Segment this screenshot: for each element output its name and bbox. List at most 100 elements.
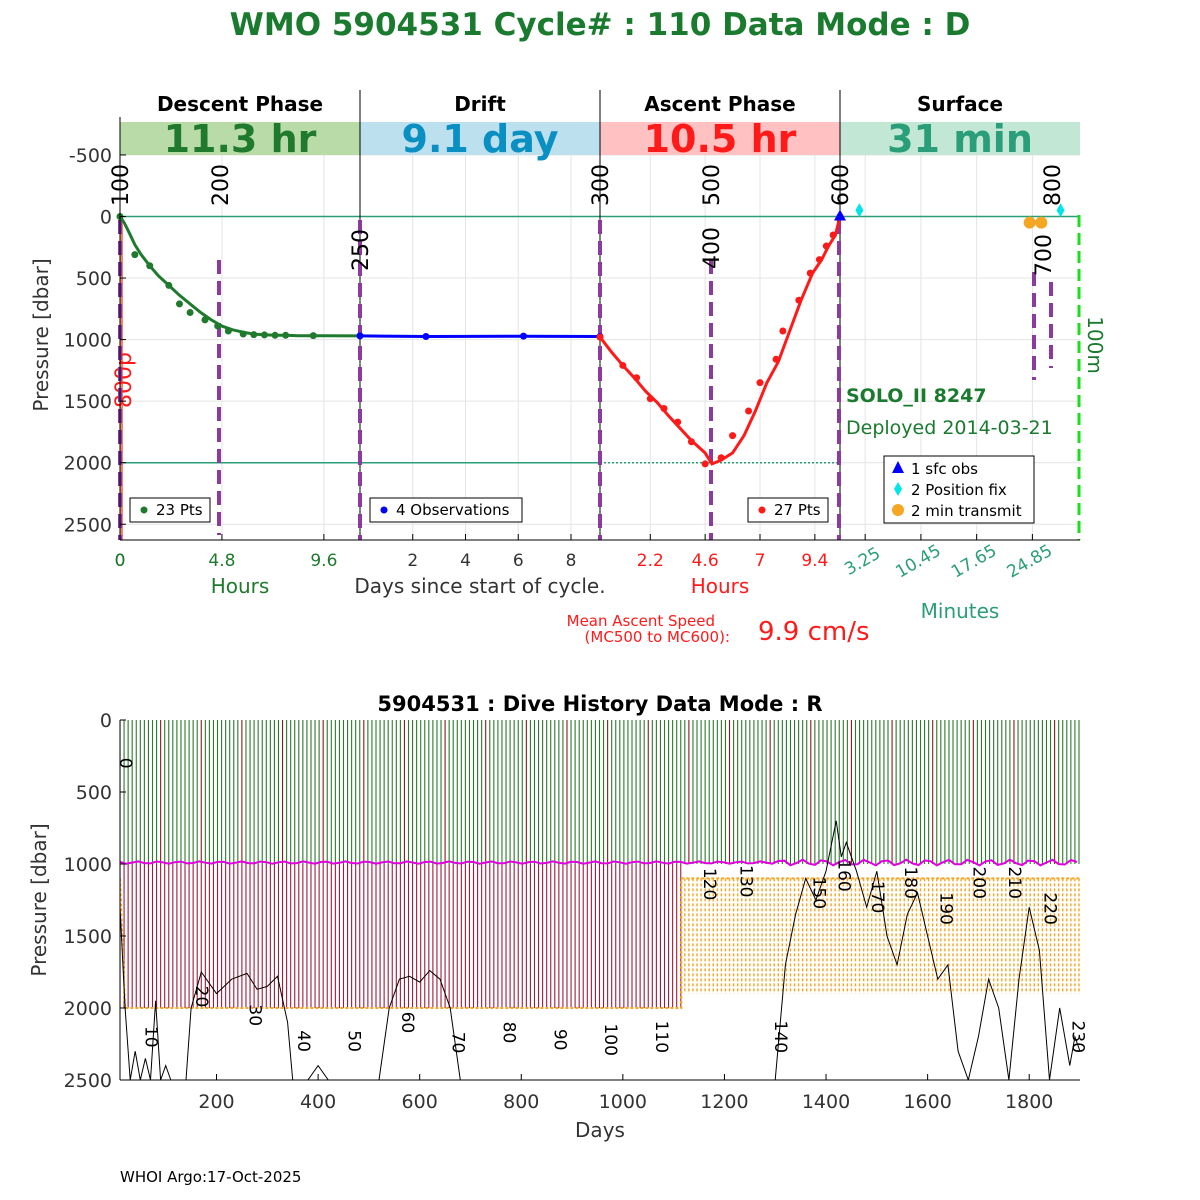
position-fix-marker: [855, 203, 864, 218]
y-axis-label: Pressure [dbar]: [29, 258, 53, 411]
deployed-label: Deployed 2014-03-21: [846, 417, 1053, 439]
x-tick-label: 4: [460, 551, 471, 571]
profile-marker: [186, 309, 194, 317]
dive-x-tick-label: 1600: [903, 1091, 951, 1113]
x-tick-label: 17.65: [948, 541, 1000, 583]
phase-band-2: [600, 122, 840, 155]
legend-marker: [758, 506, 766, 514]
profile-marker: [131, 251, 139, 259]
profile-marker: [729, 432, 737, 440]
phase-title: Surface: [917, 92, 1003, 116]
profile-marker: [822, 242, 830, 250]
dive-bars: [120, 720, 1080, 1080]
y-tick-label: 2000: [64, 453, 112, 475]
x-tick-label: 3.25: [841, 544, 884, 580]
cycle-number-label: 150: [808, 877, 828, 909]
x-tick-label: 9.6: [310, 551, 337, 571]
cycle-number-label: 170: [867, 881, 887, 913]
x-axis-title-drift: Days since start of cycle.: [354, 574, 605, 598]
dive-x-tick-label: 200: [198, 1091, 234, 1113]
cycle-number-label: 80: [498, 1022, 518, 1044]
y-tick-label: 0: [100, 207, 112, 229]
dive-x-tick-label: 1000: [599, 1091, 647, 1113]
y-tick-label: -500: [69, 145, 112, 167]
cycle-number-label: 220: [1039, 892, 1059, 924]
phase-title: Drift: [454, 92, 506, 116]
profile-marker: [779, 327, 787, 335]
profile-marker: [250, 331, 258, 339]
ascent-speed-value: 9.9 cm/s: [758, 617, 870, 647]
dive-history-chart: 5904531 : Dive History Data Mode : R 0 10 2…: [27, 692, 1087, 1142]
mission-code-label: 200: [209, 164, 234, 206]
profile-marker: [795, 296, 803, 304]
sfc-obs-marker: [834, 209, 846, 221]
ascent-speed-label-2: (MC500 to MC600):: [585, 628, 730, 646]
profile-marker: [646, 395, 654, 403]
cycle-number-label: 20: [191, 986, 211, 1008]
profile-marker: [701, 460, 709, 468]
bottom-depth-trace: [120, 820, 1080, 1080]
profile-marker: [596, 333, 604, 341]
y-tick-label: 1500: [64, 391, 112, 413]
profile-marker: [239, 330, 247, 338]
ascent-speed: Mean Ascent Speed (MC500 to MC600): 9.9 …: [567, 612, 870, 647]
phase-title: Descent Phase: [157, 92, 323, 116]
profile-marker: [674, 418, 682, 426]
dive-x-tick-label: 1800: [1005, 1091, 1053, 1113]
right-annotation: 100m: [1083, 316, 1107, 374]
phase-band-1: [360, 122, 600, 155]
profile-line-0: [118, 215, 361, 338]
dive-y-tick-label: 2500: [64, 1070, 112, 1092]
profile-marker: [772, 355, 780, 363]
phase-duration: 11.3 hr: [164, 117, 317, 161]
mission-code-label: 100: [109, 164, 134, 206]
dive-y-tick-label: 2000: [64, 998, 112, 1020]
cycle-number-label: 210: [1004, 866, 1024, 898]
transmit-marker: [1023, 216, 1036, 229]
transmit-marker: [1035, 216, 1048, 229]
float-label: SOLO_II 8247: [846, 385, 987, 407]
parking-pressure-line: [120, 858, 1078, 867]
figure-title: WMO 5904531 Cycle# : 110 Data Mode : D: [230, 7, 971, 43]
cycle-number-label: 40: [293, 1030, 313, 1052]
dive-y-tick-label: 0: [100, 710, 112, 732]
early-profile-envelope: [120, 878, 683, 1009]
phase-duration: 31 min: [887, 117, 1033, 161]
ascent-speed-label-1: Mean Ascent Speed: [567, 612, 715, 630]
profile-marker: [282, 331, 290, 339]
profile-line-1: [359, 334, 601, 339]
footer-credit: WHOI Argo:17-Oct-2025: [120, 1168, 301, 1186]
profile-marker: [356, 332, 364, 340]
profile-marker: [660, 405, 668, 413]
x-tick-label: 2.2: [637, 551, 664, 571]
profile-marker: [717, 454, 725, 462]
mission-code-label: 600: [829, 164, 854, 206]
cycle-number-label: 120: [699, 868, 719, 900]
x-tick-label: 0: [115, 551, 126, 571]
profile-marker: [520, 332, 528, 340]
cycle-number-label: 130: [736, 865, 756, 897]
dive-x-axis-label: Days: [575, 1118, 625, 1142]
x-tick-label: 2: [407, 551, 418, 571]
cycle-number-label: 180: [900, 866, 920, 898]
dive-x-tick-label: 1400: [802, 1091, 850, 1113]
profile-marker: [829, 231, 837, 239]
cycle-number-label: 60: [397, 1012, 417, 1034]
profile-marker: [214, 322, 222, 330]
profile-marker: [224, 327, 232, 335]
profile-marker: [687, 438, 695, 446]
cycle-number-label: 140: [770, 1021, 790, 1053]
profile-marker: [806, 269, 814, 277]
profile-marker: [146, 262, 154, 270]
cycle-number-label: 30: [245, 1004, 265, 1026]
dive-x-tick-label: 1200: [700, 1091, 748, 1113]
legend-marker: [380, 506, 388, 514]
x-tick-label: 0: [115, 551, 126, 571]
profile-marker: [422, 333, 430, 341]
profile-marker: [201, 316, 209, 324]
dive-history-title: 5904531 : Dive History Data Mode : R: [377, 692, 822, 716]
dive-y-axis-label: Pressure [dbar]: [27, 823, 51, 976]
surface-legend-label: 2 Position fix: [911, 481, 1007, 499]
mission-code-label: 250: [349, 229, 374, 271]
